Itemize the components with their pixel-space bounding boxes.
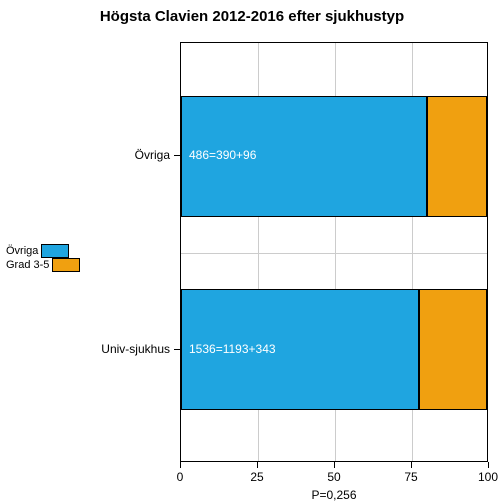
legend-swatch (52, 258, 80, 272)
x-tick-label: 75 (404, 470, 417, 484)
bar-segment-grad-3-5 (427, 96, 487, 218)
plot-area: 486=390+96 1536=1193+343 (180, 42, 488, 462)
y-gridline (181, 253, 487, 254)
y-category-label: Övriga (135, 148, 170, 162)
x-tick-label: 25 (250, 470, 263, 484)
x-tick-mark (257, 462, 258, 468)
chart-container: Högsta Clavien 2012-2016 efter sjukhusty… (0, 0, 504, 504)
x-axis-label: P=0,256 (311, 488, 356, 502)
y-category-label: Univ-sjukhus (101, 342, 170, 356)
x-tick-mark (334, 462, 335, 468)
legend-item: Grad 3-5 (6, 258, 80, 272)
y-tick-mark (174, 349, 180, 350)
bar-group: 1536=1193+343 (181, 289, 487, 411)
x-tick-label: 100 (478, 470, 498, 484)
legend-label: Övriga (6, 245, 41, 257)
legend: Övriga Grad 3-5 (6, 244, 80, 272)
x-tick-label: 0 (177, 470, 184, 484)
x-tick-mark (180, 462, 181, 468)
bar-value-label: 1536=1193+343 (189, 342, 276, 356)
legend-swatch (41, 244, 69, 258)
legend-item: Övriga (6, 244, 80, 258)
chart-title: Högsta Clavien 2012-2016 efter sjukhusty… (0, 8, 504, 25)
bar-group: 486=390+96 (181, 96, 487, 218)
legend-label: Grad 3-5 (6, 259, 52, 271)
x-tick-label: 50 (327, 470, 340, 484)
bar-value-label: 486=390+96 (189, 148, 256, 162)
x-tick-mark (488, 462, 489, 468)
y-tick-mark (174, 155, 180, 156)
x-tick-mark (411, 462, 412, 468)
bar-segment-grad-3-5 (419, 289, 487, 411)
